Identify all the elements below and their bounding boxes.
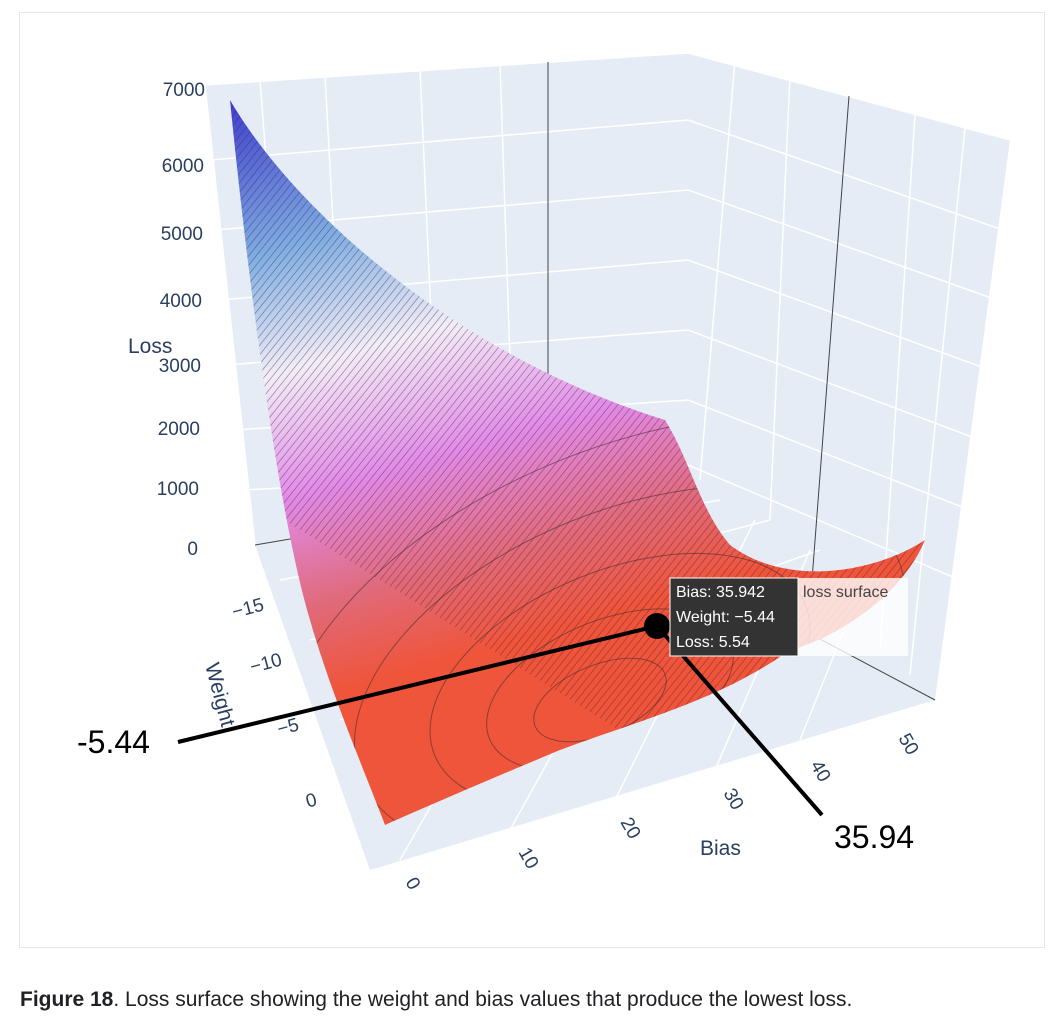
z-tick-label: 0 — [187, 539, 198, 560]
figure-label: Figure 18 — [20, 988, 114, 1011]
x-tick-label: 0 — [401, 874, 424, 894]
x-tick-label: 50 — [894, 730, 923, 759]
caption-text: . Loss surface showing the weight and bi… — [113, 988, 853, 1011]
y-tick-label: −15 — [230, 595, 267, 624]
z-tick-label: 1000 — [157, 479, 199, 500]
z-tick-label: 5000 — [161, 224, 203, 245]
y-tick-label: 0 — [304, 790, 320, 813]
z-spine-right — [811, 95, 850, 581]
x-tick-label: 20 — [616, 814, 645, 843]
tooltip-line-weight: Weight: −5.44 — [676, 609, 775, 626]
z-axis-title: Loss — [128, 335, 172, 358]
z-tick-label: 3000 — [159, 356, 201, 377]
tooltip-line-bias: Bias: 35.942 — [676, 584, 765, 601]
z-tick-label: 7000 — [163, 80, 205, 101]
y-axis-title: Weight — [200, 660, 239, 729]
hover-tooltip: Bias: 35.942 Weight: −5.44 Loss: 5.54 lo… — [669, 577, 908, 657]
x-tick-label: 10 — [514, 844, 543, 873]
tooltip-line-loss: Loss: 5.54 — [676, 634, 750, 651]
weight-annotation-line — [177, 624, 658, 744]
tooltip-trace-name: loss surface — [803, 584, 888, 601]
figure-caption: Figure 18. Loss surface showing the weig… — [20, 988, 852, 1012]
annotation-lines — [177, 624, 824, 817]
z-axis-ticks: 0 1000 2000 3000 4000 5000 6000 7000 — [157, 80, 205, 560]
minimum-marker[interactable] — [644, 613, 670, 639]
y-tick-label: −10 — [248, 650, 285, 679]
z-tick-label: 2000 — [158, 419, 200, 440]
z-tick-label: 6000 — [162, 156, 204, 177]
x-tick-label: 30 — [719, 785, 748, 814]
x-axis-title: Bias — [700, 837, 741, 860]
bias-annotation-line — [655, 624, 824, 817]
tooltip-name-box — [798, 578, 908, 656]
weight-annotation-label: -5.44 — [77, 724, 150, 760]
bias-annotation-label: 35.94 — [834, 819, 914, 855]
back-wall-right — [688, 53, 1010, 700]
tooltip-box — [669, 577, 799, 657]
z-tick-label: 4000 — [160, 291, 202, 312]
x-tick-label: 40 — [806, 757, 835, 786]
